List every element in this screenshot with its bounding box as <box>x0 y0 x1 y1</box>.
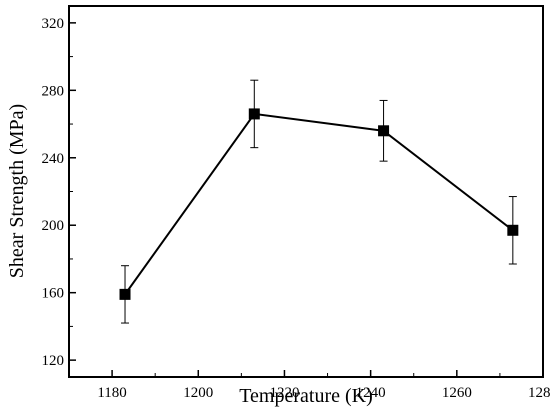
x-tick-label: 1200 <box>183 385 213 401</box>
y-tick-label: 200 <box>42 218 65 234</box>
data-point-marker <box>119 288 131 300</box>
plot-frame <box>68 5 544 378</box>
y-tick-label: 280 <box>42 83 65 99</box>
x-tick-label: 1180 <box>97 385 126 401</box>
data-point-marker <box>378 125 390 137</box>
series-line <box>124 112 514 295</box>
y-tick-label: 240 <box>42 151 65 167</box>
x-tick-label: 1220 <box>269 385 299 401</box>
y-tick-label: 320 <box>42 16 65 32</box>
data-point-marker <box>507 224 519 236</box>
y-axis: 120 160 200 240 280 320 <box>42 16 76 369</box>
data-point-marker <box>248 108 260 120</box>
x-tick-label: 1240 <box>356 385 386 401</box>
x-axis-title: Temperature (K) <box>239 385 373 407</box>
x-axis: 1180 1200 1220 1240 1260 1280 <box>68 370 550 401</box>
y-tick-label: 160 <box>42 286 65 302</box>
x-tick-label: 1280 <box>528 385 550 401</box>
x-tick-label: 1260 <box>442 385 472 401</box>
y-tick-label: 120 <box>42 353 65 369</box>
series-layer <box>119 79 519 324</box>
y-axis-title: Shear Strength (MPa) <box>6 104 28 278</box>
